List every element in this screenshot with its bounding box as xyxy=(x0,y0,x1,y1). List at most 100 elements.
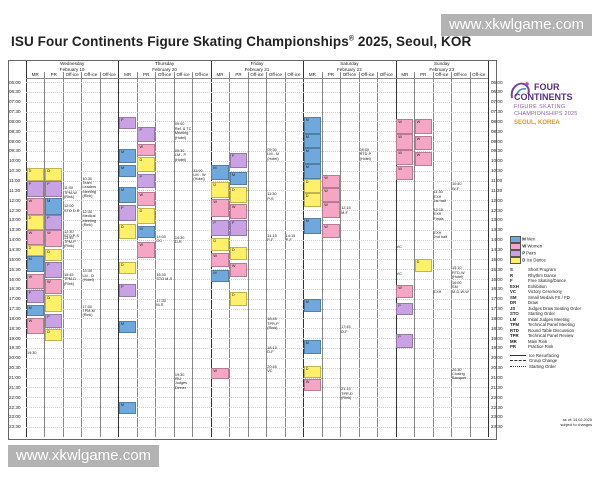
column-divider xyxy=(377,72,379,437)
legend-swatch xyxy=(510,243,521,250)
time-gridline xyxy=(26,141,488,143)
time-tick-left: 12:30 xyxy=(9,207,21,213)
time-tick-right: 06:30 xyxy=(491,89,503,95)
session-block: W xyxy=(396,134,414,150)
session-block: M xyxy=(119,321,137,334)
time-tick-left: 20:30 xyxy=(9,365,21,371)
session-block: W xyxy=(45,279,63,294)
event-note: 09:00 Ref. & TC Meeting (Hotel) xyxy=(174,122,192,140)
footnote-changes: subject to changes xyxy=(560,422,592,427)
session-block: M xyxy=(229,171,248,186)
event-note: 16:00 SM M-D-W-W xyxy=(452,280,469,294)
skater-logo-icon xyxy=(510,82,530,99)
session-block: W xyxy=(229,204,248,219)
legend-abbr-item: R Rhythm Dance xyxy=(510,272,557,278)
watermark-banner-bottom: www.xkwlgame.com xyxy=(8,445,160,467)
column-label: PR xyxy=(50,72,57,77)
footnote-date: as of: 14.02.2025 xyxy=(562,418,592,422)
session-block: D xyxy=(229,291,248,306)
time-tick-right: 21:30 xyxy=(491,384,503,390)
time-tick-left: 10:30 xyxy=(9,168,21,174)
time-tick-right: 22:00 xyxy=(491,394,503,400)
column-divider xyxy=(247,72,249,437)
time-tick-right: 10:00 xyxy=(491,158,503,164)
time-tick-right: 12:30 xyxy=(491,207,503,213)
column-label: Off-ice xyxy=(268,72,283,77)
time-gridline xyxy=(26,367,488,369)
event-note: 19:30 xyxy=(27,350,37,355)
legend-swatch xyxy=(510,250,521,257)
time-tick-left: 17:00 xyxy=(9,296,21,302)
session-block: M xyxy=(211,270,229,282)
column-divider xyxy=(414,72,416,437)
logo-line1: FOUR xyxy=(534,82,560,92)
time-tick-left: 22:00 xyxy=(9,394,21,400)
time-tick-left: 21:30 xyxy=(9,384,21,390)
time-gridline xyxy=(26,288,488,290)
session-block: D xyxy=(211,182,229,199)
session-block: W xyxy=(137,192,155,207)
time-gridline xyxy=(26,387,488,389)
time-tick-left: 18:00 xyxy=(9,315,21,321)
event-note: 15:10 RTD-W (Hotel) xyxy=(452,266,465,279)
time-gridline xyxy=(26,190,488,192)
time-gridline xyxy=(26,82,488,83)
time-gridline xyxy=(26,91,488,93)
session-block: W xyxy=(396,149,414,165)
time-tick-left: 13:00 xyxy=(9,217,21,223)
time-tick-right: 15:00 xyxy=(491,256,503,262)
event-note: 17:30 M-S xyxy=(156,298,166,308)
time-tick-right: 19:30 xyxy=(491,345,503,351)
session-block: P xyxy=(26,181,44,198)
day-date: February 20 xyxy=(152,66,177,72)
session-block: P xyxy=(45,314,63,329)
time-tick-right: 13:00 xyxy=(491,217,503,223)
session-block: W xyxy=(211,367,229,380)
column-label: Off-ice xyxy=(342,72,356,77)
session-block: D xyxy=(119,223,137,239)
event-note: 14:00 OC xyxy=(156,234,166,244)
session-block: M xyxy=(303,217,322,234)
time-tick-left: 12:00 xyxy=(9,197,21,203)
session-block: W xyxy=(414,151,432,166)
column-label: Off-ice xyxy=(287,72,301,77)
session-block: W xyxy=(137,241,155,259)
session-block: P xyxy=(119,117,137,130)
session-block: P xyxy=(119,205,137,221)
time-tick-left: 11:30 xyxy=(9,187,21,193)
session-block: D xyxy=(26,244,44,257)
page-title: ISU Four Continents Figure Skating Champ… xyxy=(11,34,472,49)
day-header: Thursday February 20 xyxy=(118,61,210,72)
day-name: Saturday xyxy=(340,61,359,66)
session-block: W xyxy=(396,119,414,135)
session-block: M xyxy=(119,187,137,204)
time-tick-right: 22:30 xyxy=(491,404,503,410)
time-gridline xyxy=(26,279,488,280)
time-gridline xyxy=(26,308,488,310)
time-gridline xyxy=(26,229,488,231)
column-label: Off-ice xyxy=(176,72,190,77)
event-note: EXH xyxy=(433,289,442,294)
legend-abbr-item: S Short Program xyxy=(510,267,556,272)
time-tick-right: 17:30 xyxy=(491,306,503,312)
event-note: 15:30 LM - D (Hotel) xyxy=(82,269,94,282)
day-divider xyxy=(118,61,120,437)
time-tick-right: 14:00 xyxy=(491,237,503,243)
time-tick-left: 15:00 xyxy=(9,256,21,262)
session-block: D xyxy=(45,167,63,182)
session-block: M xyxy=(303,134,322,148)
time-tick-right: 18:00 xyxy=(491,315,503,321)
column-label: PR xyxy=(420,72,427,77)
time-tick-right: 13:30 xyxy=(491,227,503,233)
column-divider xyxy=(321,72,323,437)
event-note: 20:45 VC xyxy=(267,364,277,374)
legend-color-item: D Ice Dance xyxy=(510,257,594,264)
event-note: 09:00 RTD-P (Hotel) xyxy=(359,147,372,161)
day-date: February 21 xyxy=(244,66,270,72)
legend-abbr-item: MR Main Rink xyxy=(510,338,548,344)
legend-abbr-item: TPM Technical Panel Meeting xyxy=(510,322,575,327)
session-block: W xyxy=(26,229,44,245)
legend-color-item: P Pairs xyxy=(510,250,594,257)
time-gridline xyxy=(26,210,488,212)
session-block: P xyxy=(45,262,63,278)
